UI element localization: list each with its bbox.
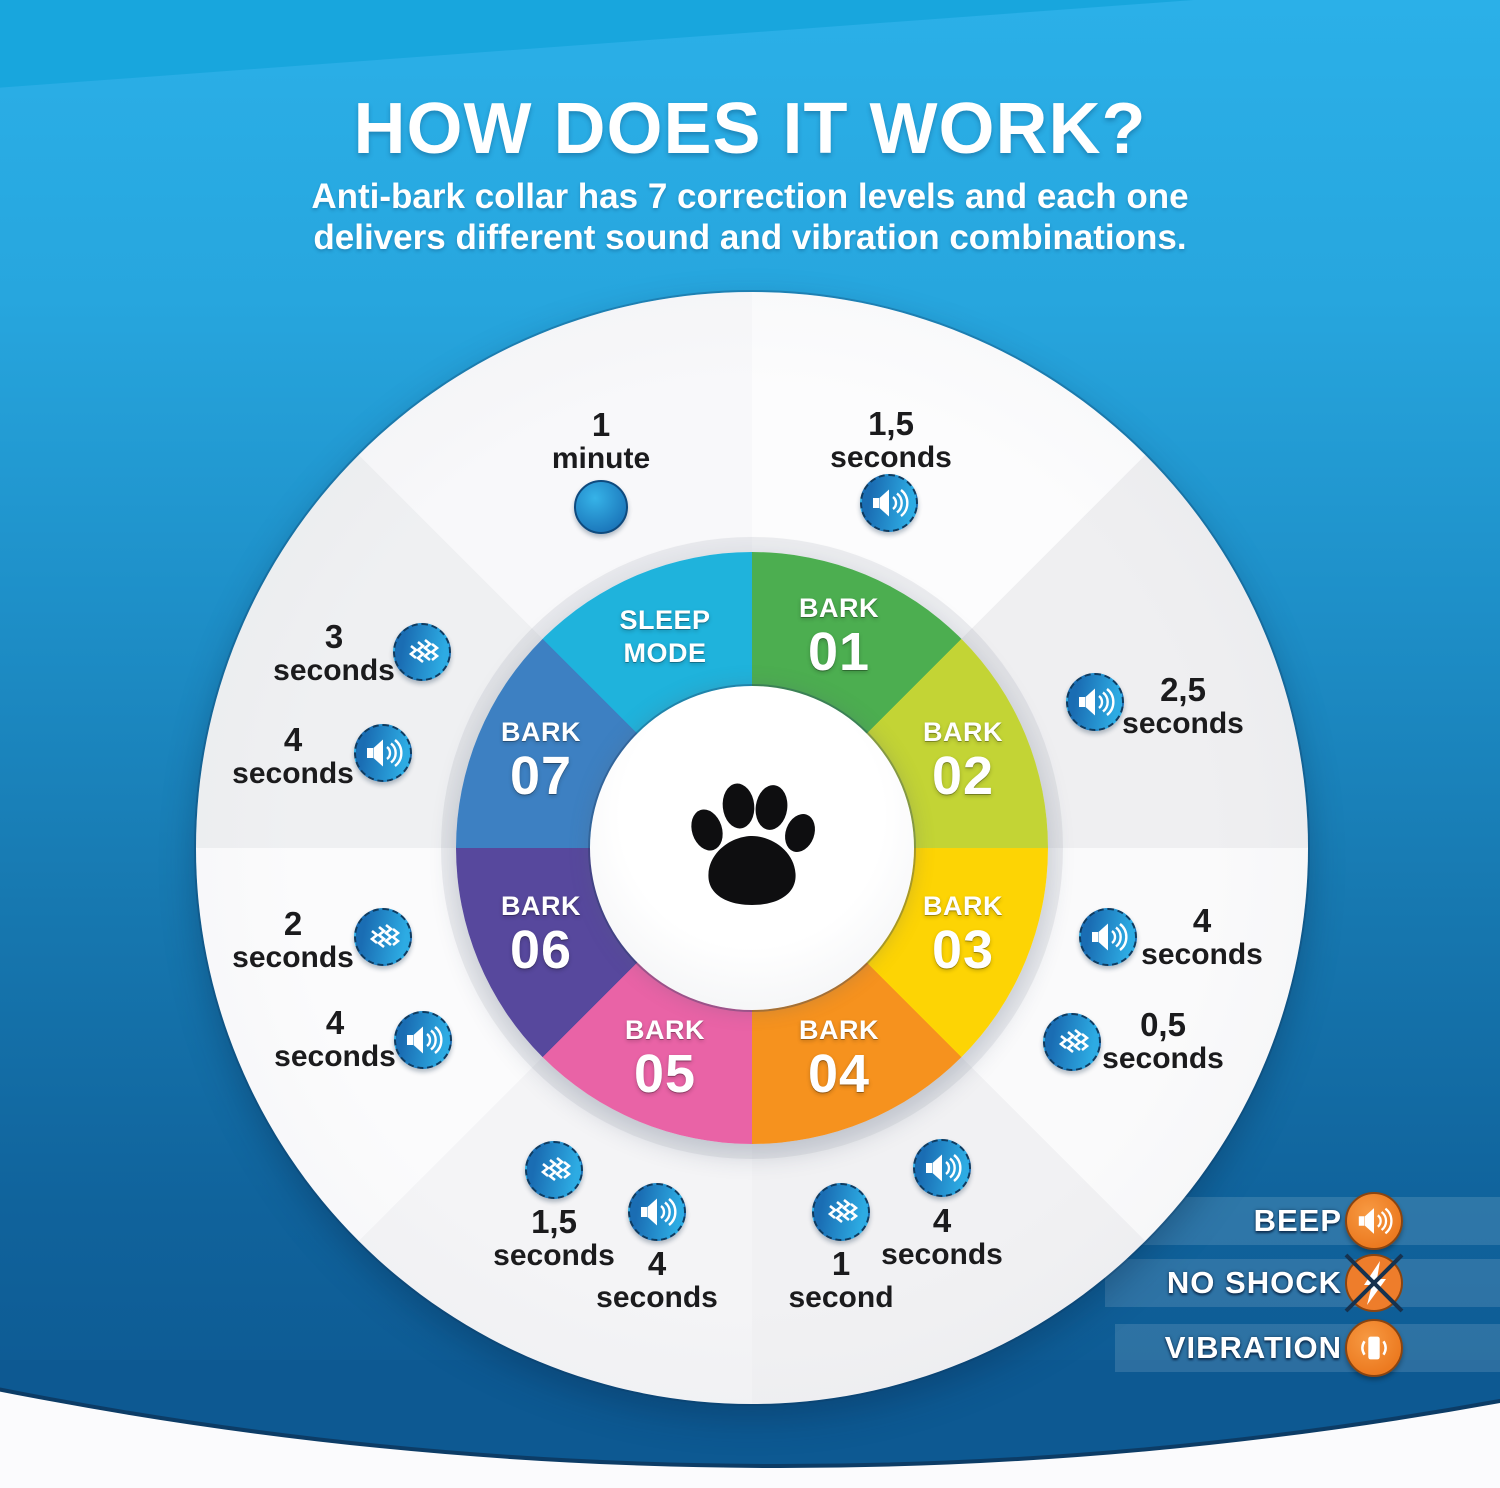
beep-icon: [354, 724, 412, 782]
segment-bark-01: BARK 01: [799, 593, 879, 682]
legend-label-no-shock: NO SHOCK: [1166, 1265, 1342, 1300]
center-circle: [590, 686, 914, 1010]
vibration-icon: [1043, 1013, 1101, 1071]
legend-label-beep: BEEP: [1253, 1203, 1342, 1238]
legend-band-vibration: [1115, 1324, 1500, 1372]
callout-sleep-duration: 1 minute: [551, 405, 651, 475]
callout-bark04-vibration: 1 second: [788, 1244, 894, 1314]
paw-icon: [676, 779, 828, 917]
no-shock-icon: [1344, 1253, 1404, 1313]
sleep-duration-dot: [574, 480, 628, 534]
callout-bark05-beep: 4 seconds: [596, 1244, 718, 1314]
legend-band-beep: [1125, 1197, 1500, 1245]
page-title: HOW DOES IT WORK?: [353, 89, 1147, 169]
levels-donut: SLEEP MODE BARK 01 BARK 02 BARK 03 BARK …: [456, 552, 1048, 1144]
callout-bark07-beep: 4 seconds: [232, 720, 354, 790]
callout-bark02-beep: 2,5 seconds: [1122, 670, 1244, 740]
legend-label-vibration: VIBRATION: [1164, 1330, 1342, 1365]
vibration-icon: [812, 1183, 870, 1241]
segment-bark-05: BARK 05: [625, 1015, 705, 1104]
segment-bark-04: BARK 04: [799, 1015, 879, 1104]
callout-bark06-beep: 4 seconds: [274, 1003, 396, 1073]
page-subtitle: Anti-bark collar has 7 correction levels…: [0, 176, 1500, 258]
vibration-icon: [393, 623, 451, 681]
vibration-icon: [354, 908, 412, 966]
segment-sleep-mode: SLEEP MODE: [619, 605, 711, 668]
callout-bark07-vibration: 3 seconds: [273, 617, 395, 687]
vibration-icon: [525, 1141, 583, 1199]
beep-icon: [1079, 908, 1137, 966]
beep-legend-icon: [1345, 1192, 1403, 1250]
beep-icon: [1066, 673, 1124, 731]
callout-bark06-vibration: 2 seconds: [232, 904, 354, 974]
vibration-legend-icon: [1345, 1319, 1403, 1377]
callout-bark03-vibration: 0,5 seconds: [1102, 1005, 1224, 1075]
beep-icon: [860, 474, 918, 532]
callout-bark05-vibration: 1,5 seconds: [493, 1202, 615, 1272]
segment-bark-06: BARK 06: [501, 891, 581, 980]
beep-icon: [628, 1183, 686, 1241]
callout-bark01-beep: 1,5 seconds: [830, 404, 952, 474]
beep-icon: [913, 1139, 971, 1197]
legend-band-no-shock: [1105, 1259, 1500, 1307]
subtitle-line-1: Anti-bark collar has 7 correction levels…: [311, 177, 1189, 216]
segment-bark-07: BARK 07: [501, 717, 581, 806]
callout-bark03-beep: 4 seconds: [1141, 901, 1263, 971]
segment-bark-03: BARK 03: [923, 891, 1003, 980]
segment-bark-02: BARK 02: [923, 717, 1003, 806]
subtitle-line-2: delivers different sound and vibration c…: [313, 218, 1187, 257]
beep-icon: [394, 1011, 452, 1069]
callout-bark04-beep: 4 seconds: [881, 1201, 1003, 1271]
